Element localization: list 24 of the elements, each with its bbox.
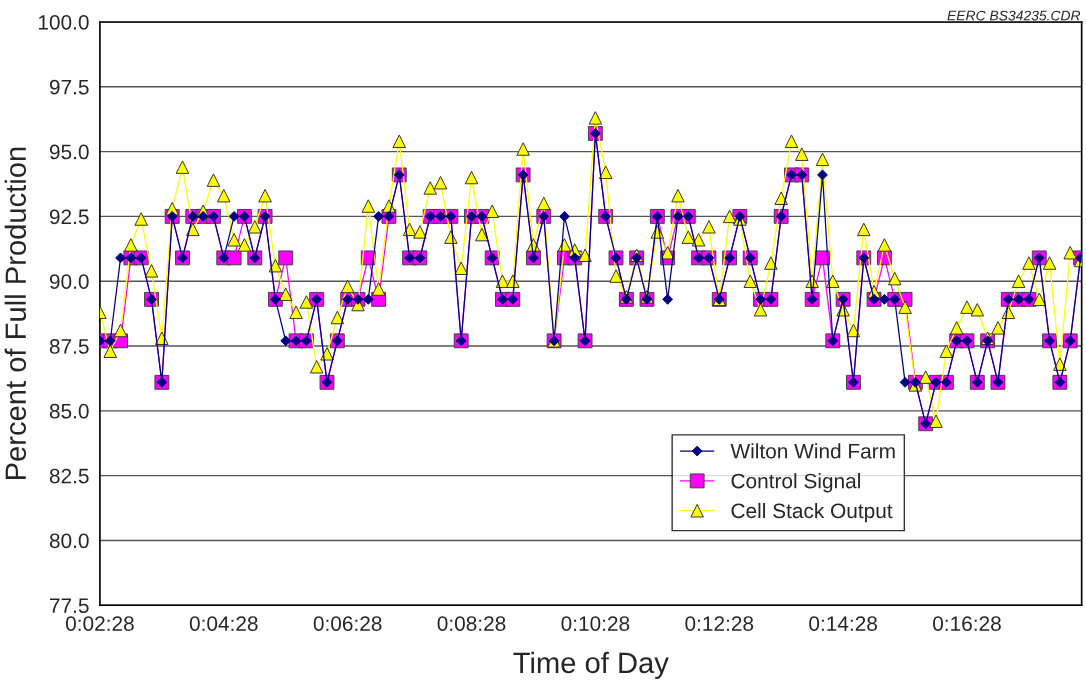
y-tick-label: 80.0: [49, 533, 89, 549]
y-tick-label: 82.5: [49, 468, 89, 484]
x-tick-label: 0:14:28: [809, 616, 877, 631]
legend-label: Control Signal: [731, 473, 860, 493]
x-tick-label: 0:12:28: [685, 616, 754, 631]
y-tick-label: 77.5: [50, 598, 89, 613]
legend-label: Cell Stack Output: [731, 502, 893, 523]
y-tick-label: 97.5: [49, 79, 89, 95]
x-tick-label: 0:04:28: [189, 616, 258, 631]
x-tick-label: 0:08:28: [437, 616, 506, 631]
text: EERC BS34235.CDR: [947, 10, 1081, 21]
y-tick-label: 95.0: [49, 144, 89, 160]
y-tick-label: 90.0: [49, 274, 89, 289]
x-tick-label: 0:02:28: [65, 616, 134, 631]
x-tick-label: 0:06:28: [313, 616, 382, 631]
legend-label: Wilton Wind Farm: [730, 443, 895, 459]
y-tick-label: 100.0: [38, 14, 89, 30]
y-tick-label: 92.5: [49, 209, 89, 225]
x-tick-label: 0:16:28: [933, 616, 1001, 631]
x-axis-title: Time of Day: [513, 651, 669, 679]
y-axis-title: Percent of Full Production: [4, 147, 27, 480]
y-tick-label: 85.0: [49, 403, 89, 419]
y-tick-label: 87.5: [49, 339, 89, 354]
x-tick-label: 0:10:28: [561, 616, 630, 631]
